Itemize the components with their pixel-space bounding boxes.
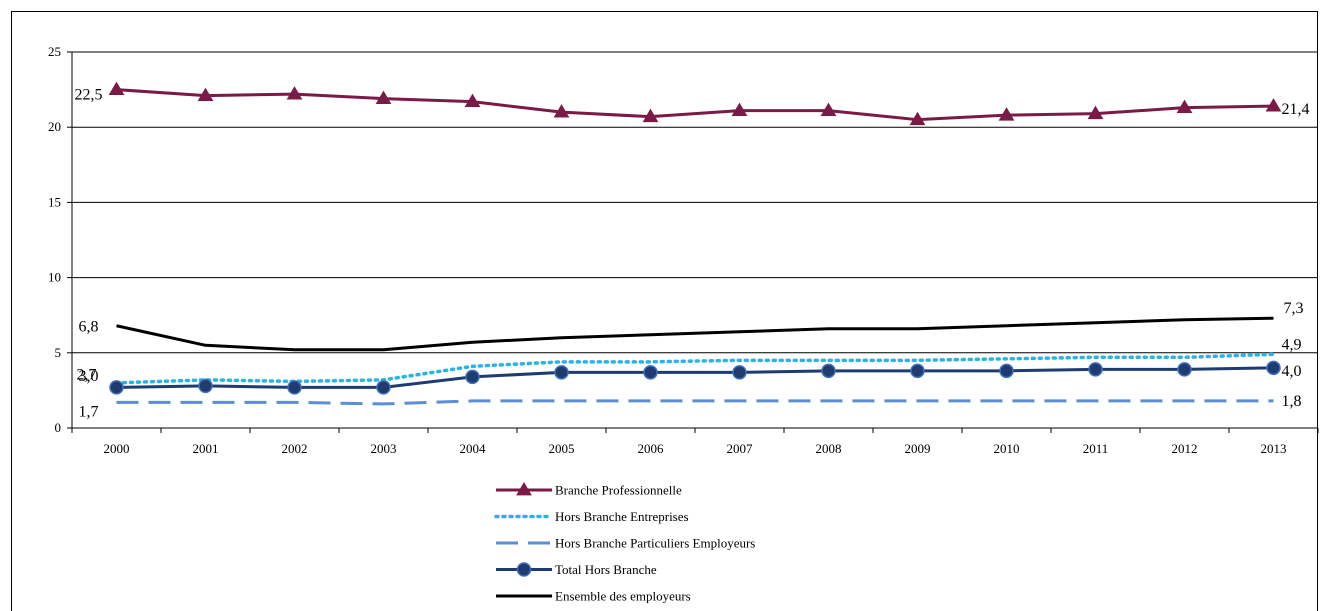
data-label-start: 2,7 [77,366,97,383]
x-tick-label: 2004 [460,441,487,456]
data-label-end: 1,8 [1282,393,1302,410]
series-0-line [116,88,1274,122]
series-0-point [820,102,837,117]
x-tick-label: 2009 [905,441,931,456]
legend-item: Hors Branche Entreprises [494,509,689,524]
series-3-point [109,380,124,395]
series-0-point [909,111,926,126]
legend-label: Branche Professionnelle [555,483,682,498]
series-3-point [287,380,302,395]
series-1-line [114,352,1276,385]
x-tick-label: 2007 [727,441,754,456]
series-0-point [553,104,570,118]
series-3-point [999,363,1014,379]
grid-lines [72,51,1318,354]
x-tick-label: 2006 [638,441,665,456]
series-3-point [376,380,391,395]
legend-label: Hors Branche Entreprises [555,509,689,524]
series-group [108,81,1282,406]
data-label-start: 6,8 [79,319,99,336]
data-label-end: 4,9 [1282,336,1302,353]
series-3-point [910,363,925,379]
series-3-point [554,365,569,380]
legend-item: Hors Branche Particuliers Employeurs [496,536,755,551]
legend-marker [516,562,532,577]
series-0-point [1087,105,1104,120]
legend-label: Hors Branche Particuliers Employeurs [555,536,755,551]
series-0-point [197,87,214,102]
legend-marker [516,482,532,496]
series-0-point [731,102,748,117]
x-tick-label: 2012 [1172,441,1198,456]
series-3-point [1088,362,1103,377]
legend-item: Total Hors Branche [496,562,657,577]
data-label-end: 21,4 [1282,101,1310,118]
data-labels: 22,5 21,4 3,0 4,9 1,7 1,8 2,7 4,0 6,8 7,3 [75,87,1310,421]
legend-item: Branche Professionnelle [496,482,682,498]
series-0-point [1176,99,1193,114]
series-3-point [643,365,658,380]
series-3-point [1266,360,1281,376]
y-tick-label: 15 [48,194,61,209]
data-label-start: 1,7 [79,403,99,420]
x-tick-label: 2013 [1261,441,1287,456]
series-3-point [821,363,836,379]
series-2-line [116,399,1274,406]
x-tick-label: 2001 [193,441,219,456]
data-label-end: 7,3 [1284,300,1304,317]
series-0-point [998,107,1015,121]
data-label-start: 22,5 [75,87,103,104]
x-tick-label: 2003 [371,441,397,456]
series-0-point [108,81,125,95]
series-3-point [1177,362,1192,377]
x-tick-label: 2000 [104,441,130,456]
y-tick-label: 10 [48,270,61,285]
x-tick-label: 2010 [994,441,1020,456]
legend-label: Ensemble des employeurs [555,589,691,604]
series-0-point [1265,98,1282,112]
series-3-point [465,369,480,385]
legend-item: Ensemble des employeurs [496,589,691,604]
y-tick-label: 20 [48,119,61,134]
data-label-end: 4,0 [1282,363,1302,380]
legend-label: Total Hors Branche [555,562,657,577]
x-tick-label: 2011 [1083,441,1109,456]
series-0-point [642,108,659,123]
series-0-point [286,86,303,100]
chart-frame [11,11,1318,611]
y-tick-label: 25 [48,44,61,59]
series-3-line [116,366,1274,389]
legend: Branche Professionnelle Hors Branche Entr… [494,482,755,604]
series-0-point [464,93,481,108]
series-0-point [375,90,392,105]
series-3-point [732,365,747,380]
x-tick-label: 2002 [282,441,308,456]
y-tick-label: 5 [55,345,62,360]
x-tick-label: 2008 [816,441,842,456]
data-label-start: 3,0 [79,368,99,385]
series-3-point [198,378,213,394]
y-tick-label: 0 [55,420,62,435]
axes: 0 5 10 15 20 25 2000 2001 2002 2003 2004 2005 2006 20… [48,44,1319,456]
x-tick-label: 2005 [549,441,575,456]
series-4-line [116,316,1274,352]
